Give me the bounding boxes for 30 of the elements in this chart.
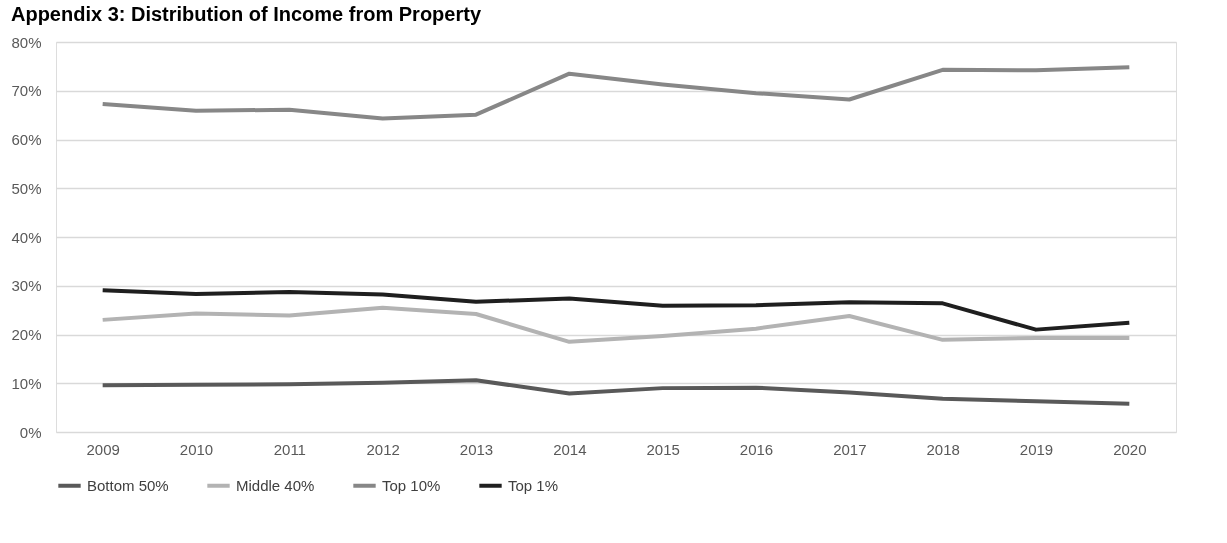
line-series: [100, 305, 1132, 344]
x-tick-label: 2012: [366, 440, 400, 458]
line-series: [100, 288, 1132, 332]
line-series: [100, 65, 1132, 121]
y-tick-label: 40%: [11, 228, 42, 246]
x-tick-label: 2013: [459, 440, 494, 458]
x-tick-label: 2019: [1019, 440, 1054, 458]
line-series: [100, 378, 1132, 406]
x-tick-label: 2016: [739, 440, 774, 458]
legend-label: Top 10%: [382, 476, 441, 494]
y-tick-label: 80%: [11, 33, 42, 51]
x-tick-label: 2015: [646, 440, 680, 458]
y-tick-label: 0%: [19, 423, 42, 441]
y-tick-label: 60%: [11, 131, 42, 148]
y-tick-label: 50%: [11, 179, 42, 197]
legend-label: Top 1%: [508, 476, 559, 494]
x-tick-label: 2018: [926, 440, 960, 458]
y-tick-label: 70%: [11, 82, 42, 100]
y-tick-label: 20%: [11, 326, 42, 343]
x-tick-label: 2010: [179, 440, 214, 458]
x-tick-label: 2020: [1113, 440, 1147, 458]
y-tick-label: 10%: [11, 374, 42, 392]
y-tick-label: 30%: [11, 277, 42, 295]
x-tick-label: 2009: [86, 440, 120, 458]
x-tick-label: 2017: [833, 440, 867, 458]
x-tick-label: 2011: [273, 440, 306, 458]
legend-label: Bottom 50%: [87, 476, 169, 494]
x-tick-label: 2014: [553, 440, 587, 458]
legend-label: Middle 40%: [236, 476, 315, 494]
chart-title: Appendix 3: Distribution of Income from Property: [10, 3, 482, 25]
